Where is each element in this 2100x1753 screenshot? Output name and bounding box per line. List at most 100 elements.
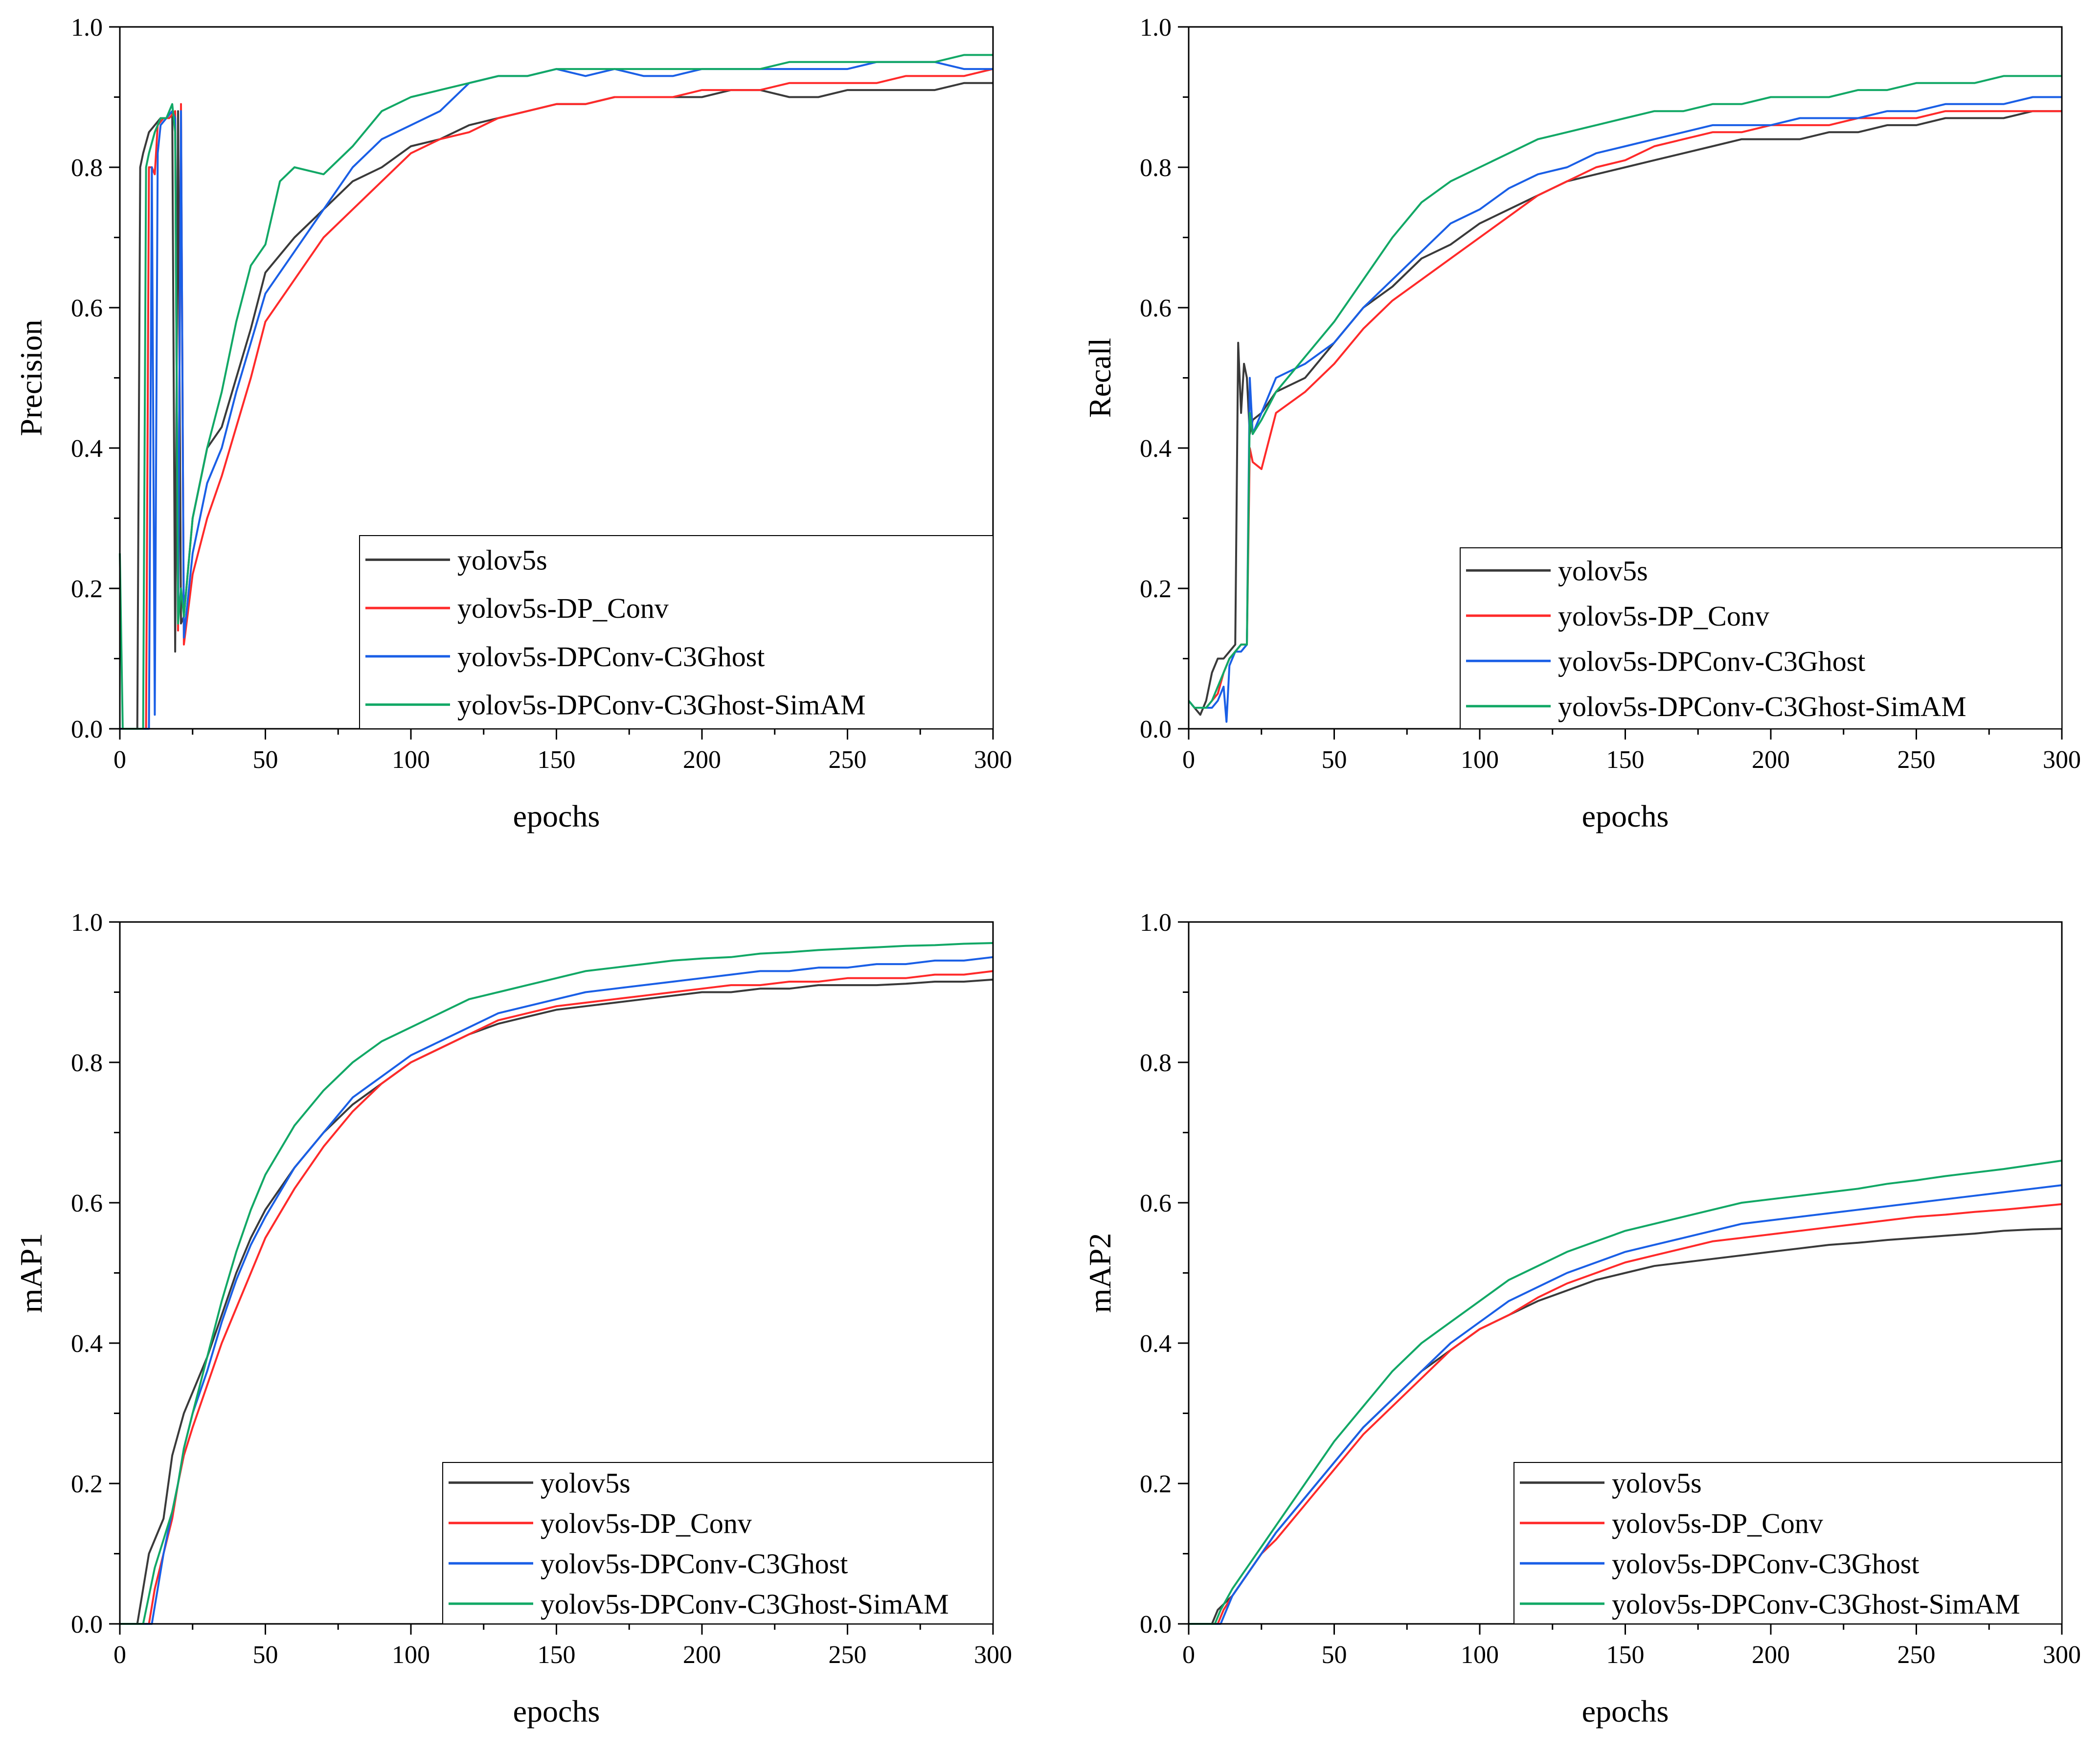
x-tick-label: 300 (974, 1641, 1012, 1669)
x-tick-label: 200 (1752, 1641, 1790, 1669)
panel-map2: 0 50 100 150 200 250 300 0.0 0.2 0.4 0.6 0.8 1.0 epoc… (1083, 909, 2081, 1729)
series-line-yolov5s-DP_Conv (120, 68, 994, 730)
legend-entry: yolov5s-DP_Conv (541, 1507, 752, 1539)
legend-box (1460, 547, 2062, 729)
legend-entry: yolov5s-DPConv-C3Ghost (541, 1548, 848, 1579)
y-tick-label: 0.8 (71, 1049, 103, 1077)
series-group (1188, 75, 2062, 723)
x-tick-label: 250 (1897, 1641, 1936, 1669)
x-tick-label: 300 (974, 746, 1012, 774)
x-tick-label: 50 (253, 1641, 278, 1669)
legend-entry: yolov5s-DPConv-C3Ghost (1558, 645, 1865, 677)
series-group (119, 54, 994, 730)
x-tick-label: 100 (392, 1641, 430, 1669)
legend-entry: yolov5s-DPConv-C3Ghost-SimAM (1612, 1588, 2020, 1620)
legend-entry: yolov5s-DPConv-C3Ghost (1612, 1548, 1919, 1579)
y-tick-label: 0.4 (71, 1330, 103, 1358)
x-tick-label: 50 (1322, 1641, 1347, 1669)
x-tick-label: 0 (1182, 746, 1195, 774)
x-axis-label: epochs (513, 1694, 600, 1729)
x-tick-label: 200 (1752, 746, 1790, 774)
legend-entry: yolov5s (541, 1467, 631, 1499)
y-tick-label: 0.2 (1140, 1470, 1172, 1498)
x-tick-label: 50 (253, 746, 278, 774)
y-tick-label: 0.0 (71, 1611, 103, 1639)
x-tick-label: 150 (1606, 1641, 1645, 1669)
y-tick-label: 0.6 (1140, 294, 1172, 322)
panel-precision: 0 50 100 150 200 250 300 0.0 0.2 0.4 0.6 0.8 1.0 epoc… (14, 14, 1012, 833)
y-tick-label: 0.8 (71, 154, 103, 182)
x-tick-label: 100 (1461, 1641, 1499, 1669)
x-axis-label: epochs (513, 799, 600, 833)
y-tick-label: 0.2 (71, 575, 103, 603)
legend-entry: yolov5s-DPConv-C3Ghost-SimAM (457, 689, 866, 721)
x-tick-label: 250 (1897, 746, 1936, 774)
legend-entry: yolov5s-DP_Conv (1558, 600, 1769, 632)
y-axis-label: mAP1 (14, 1233, 48, 1313)
x-tick-label: 0 (1182, 1641, 1195, 1669)
series-line-yolov5s-DPConv-C3Ghost (1189, 1184, 2062, 1625)
y-tick-label: 1.0 (1140, 14, 1172, 42)
y-tick-label: 0.8 (1140, 1049, 1172, 1077)
x-axis-label: epochs (1582, 1694, 1669, 1729)
y-tick-label: 1.0 (71, 14, 103, 42)
x-tick-label: 250 (829, 746, 867, 774)
series-line-yolov5s-DPConv-C3Ghost-SimAM (119, 54, 993, 730)
y-tick-label: 0.0 (1140, 1611, 1172, 1639)
y-tick-label: 0.4 (1140, 1330, 1172, 1358)
legend-box (359, 535, 994, 729)
x-tick-label: 300 (2043, 746, 2081, 774)
panel-recall: 0 50 100 150 200 250 300 0.0 0.2 0.4 0.6 0.8 1.0 epoc… (1083, 14, 2081, 833)
y-tick-label: 0.4 (1140, 435, 1172, 463)
legend: yolov5s yolov5s-DP_Conv yolov5s-DPConv-C3G… (359, 535, 994, 729)
legend: yolov5s yolov5s-DP_Conv yolov5s-DPConv-C3G… (1513, 1462, 2062, 1624)
x-tick-label: 150 (538, 1641, 576, 1669)
panel-map1: 0 50 100 150 200 250 300 0.0 0.2 0.4 0.6 0.8 1.0 epoc… (14, 909, 1012, 1729)
series-line-yolov5s-DPConv-C3Ghost-SimAM (1188, 75, 2062, 709)
y-tick-label: 0.6 (1140, 1190, 1172, 1217)
legend-entry: yolov5s-DP_Conv (457, 592, 669, 624)
y-tick-label: 0.8 (1140, 154, 1172, 182)
x-axis-label: epochs (1582, 799, 1669, 833)
legend-entry: yolov5s (457, 544, 547, 576)
x-tick-label: 300 (2043, 1641, 2081, 1669)
x-tick-label: 100 (1461, 746, 1499, 774)
y-tick-label: 0.6 (71, 294, 103, 322)
legend: yolov5s yolov5s-DP_Conv yolov5s-DPConv-C3G… (1460, 547, 2062, 729)
legend-box (442, 1462, 994, 1624)
y-tick-label: 1.0 (71, 909, 103, 937)
series-line-yolov5s-DPConv-C3Ghost (1188, 96, 2062, 723)
x-tick-label: 100 (392, 746, 430, 774)
x-tick-label: 200 (683, 1641, 721, 1669)
y-tick-label: 0.2 (1140, 575, 1172, 603)
series-line-yolov5s-DP_Conv (1189, 1203, 2062, 1625)
y-axis-label: mAP2 (1083, 1233, 1117, 1313)
legend-entry: yolov5s (1612, 1467, 1702, 1499)
legend: yolov5s yolov5s-DP_Conv yolov5s-DPConv-C3G… (442, 1462, 994, 1624)
series-group (120, 942, 994, 1625)
y-tick-label: 0.0 (71, 716, 103, 743)
y-tick-label: 0.0 (1140, 716, 1172, 743)
legend-entry: yolov5s-DP_Conv (1612, 1507, 1823, 1539)
x-tick-label: 0 (113, 1641, 126, 1669)
x-tick-label: 50 (1322, 746, 1347, 774)
series-line-yolov5s-DP_Conv (120, 970, 994, 1625)
x-tick-label: 150 (1606, 746, 1645, 774)
y-axis-label: Recall (1083, 338, 1117, 418)
series-line-yolov5s-DPConv-C3Ghost-SimAM (1189, 1159, 2062, 1625)
legend-entry: yolov5s-DPConv-C3Ghost (457, 641, 765, 673)
x-tick-label: 0 (113, 746, 126, 774)
legend-entry: yolov5s (1558, 555, 1648, 586)
y-tick-label: 0.2 (71, 1470, 103, 1498)
y-tick-label: 0.4 (71, 435, 103, 463)
series-group (1189, 1159, 2062, 1625)
legend-box (1513, 1462, 2062, 1624)
x-tick-label: 200 (683, 746, 721, 774)
y-axis-label: Precision (14, 319, 48, 436)
legend-entry: yolov5s-DPConv-C3Ghost-SimAM (1558, 691, 1966, 722)
series-line-yolov5s (1188, 110, 2062, 716)
legend-entry: yolov5s-DPConv-C3Ghost-SimAM (541, 1588, 949, 1620)
x-tick-label: 150 (538, 746, 576, 774)
